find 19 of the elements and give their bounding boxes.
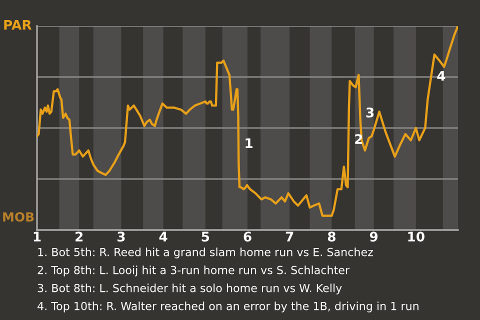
x-tick-label: 2 (76, 232, 83, 242)
x-tick-label: 3 (117, 232, 125, 242)
text: 2. Top 8th: L. Looij hit a 3-run home run vs S. Schlachter (38, 266, 350, 276)
x-tick-label: 8 (328, 232, 336, 242)
text: PAR (4, 20, 32, 30)
text: 1. Bot 5th: R. Reed hit a grand slam home run vs E. Sanchez (38, 248, 373, 258)
x-tick-label: 10 (408, 232, 424, 242)
x-tick-label: 9 (370, 232, 378, 242)
text: 4. Top 10th: R. Walter reached on an error by the 1B, driving in 1 run (38, 302, 418, 312)
text: 3. Bot 8th: L. Schneider hit a solo home run vs W. Kelly (38, 284, 342, 294)
annotation: 1 (246, 138, 252, 148)
annotation: 4 (437, 71, 446, 81)
text: MOB (3, 212, 34, 222)
x-tick-label: 7 (286, 232, 294, 242)
x-tick-label: 4 (159, 232, 168, 242)
annotation: 3 (366, 108, 374, 118)
x-tick-label: 5 (202, 232, 210, 242)
x-tick-label: 1 (34, 232, 41, 242)
x-tick-label: 6 (244, 232, 252, 242)
